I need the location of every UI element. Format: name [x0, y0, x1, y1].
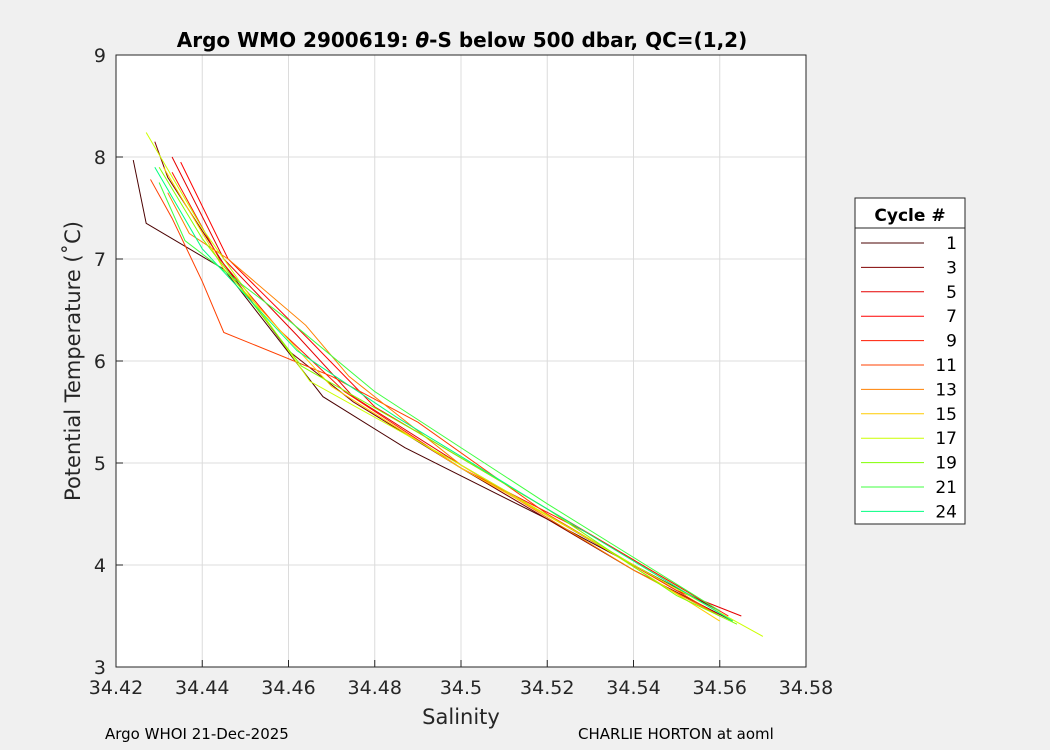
x-tick-label: 34.56 [693, 677, 747, 699]
legend-label: 1 [946, 234, 957, 254]
x-tick-label: 34.54 [606, 677, 660, 699]
series-line-cycle-17 [145, 132, 764, 637]
legend-label: 17 [935, 429, 957, 449]
legend-label: 24 [935, 502, 957, 522]
legend-label: 15 [935, 405, 957, 425]
x-tick-label: 34.52 [520, 677, 574, 699]
x-tick-label: 34.42 [89, 677, 143, 699]
series-line-cycle-24 [154, 166, 733, 622]
legend-label: 19 [935, 454, 957, 474]
legend-title: Cycle # [874, 206, 945, 226]
x-tick-label: 34.5 [440, 677, 482, 699]
x-tick-label: 34.46 [261, 677, 315, 699]
series-line-cycle-21 [158, 182, 721, 612]
y-tick-label: 3 [94, 657, 106, 679]
legend-label: 3 [946, 258, 957, 278]
chart-title: Argo WMO 2900619: θ-S below 500 dbar, QC… [177, 28, 747, 52]
footer-right: CHARLIE HORTON at aoml [578, 725, 774, 743]
series-line-cycle-9 [171, 172, 729, 617]
y-axis-label: Potential Temperature (˚C) [61, 221, 85, 501]
legend-label: 5 [946, 283, 957, 303]
series-line-cycle-11 [150, 179, 721, 617]
legend-label: 13 [935, 380, 957, 400]
x-tick-label: 34.44 [175, 677, 229, 699]
legend-label: 11 [935, 356, 957, 376]
footer-left: Argo WHOI 21-Dec-2025 [105, 725, 289, 743]
y-tick-label: 4 [94, 555, 106, 577]
y-tick-label: 9 [94, 45, 106, 67]
x-axis-label: Salinity [422, 705, 500, 729]
x-tick-label: 34.48 [348, 677, 402, 699]
legend-box [854, 197, 966, 525]
legend-label: 9 [946, 332, 957, 352]
legend-label: 21 [935, 478, 957, 498]
series-line-cycle-19 [158, 166, 738, 625]
y-tick-label: 8 [94, 147, 106, 169]
y-tick-label: 6 [94, 351, 106, 373]
y-tick-label: 7 [94, 249, 106, 271]
legend-label: 7 [946, 307, 957, 327]
y-tick-label: 5 [94, 453, 106, 475]
x-tick-label: 34.58 [779, 677, 833, 699]
series-line-cycle-15 [163, 166, 721, 622]
